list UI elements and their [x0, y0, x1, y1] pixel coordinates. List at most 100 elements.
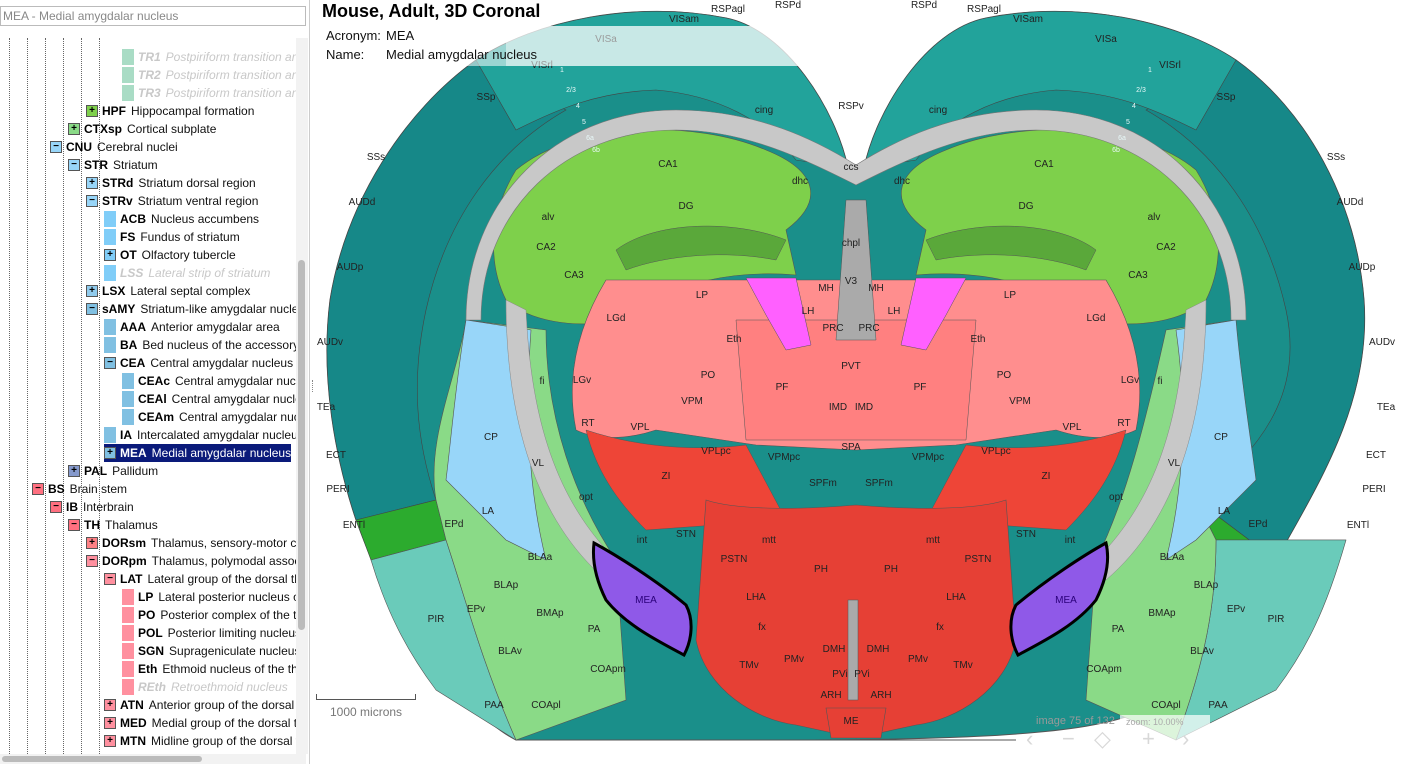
- expand-icon[interactable]: +: [86, 176, 98, 189]
- tree-item-hpf[interactable]: + HPF Hippocampal formation: [86, 102, 254, 120]
- image-count: image 75 of 132: [1036, 715, 1115, 727]
- tree-item-strd[interactable]: + STRd Striatum dorsal region: [86, 174, 256, 192]
- region-label: AUDv: [317, 337, 343, 348]
- mea-right-highlight[interactable]: [1009, 540, 1110, 658]
- tree-item-cea[interactable]: − CEA Central amygdalar nucleus: [104, 354, 293, 372]
- region-label: CA2: [536, 242, 556, 253]
- collapse-icon[interactable]: −: [50, 140, 62, 153]
- tree-item-atn[interactable]: + ATN Anterior group of the dorsal thalamu…: [104, 696, 296, 714]
- tree-item-samy[interactable]: − sAMY Striatum-like amygdalar nuclei: [86, 300, 296, 318]
- tree-item-dorpm[interactable]: −DORpm Thalamus, polymodal association co…: [86, 552, 296, 570]
- tree-item-abbr: TR3: [138, 86, 161, 100]
- collapse-icon[interactable]: −: [50, 500, 62, 513]
- expand-icon[interactable]: +: [104, 734, 116, 747]
- tree-horizontal-scrollbar[interactable]: [0, 754, 306, 764]
- region-label: SPFm: [865, 478, 893, 489]
- tree-vertical-scrollbar[interactable]: [296, 38, 308, 754]
- tree-guide-line: [99, 38, 100, 754]
- tree-item-name: Bed nucleus of the accessory olfactory t…: [142, 338, 296, 352]
- tree-item-sgn[interactable]: SGN Suprageniculate nucleus: [122, 642, 296, 660]
- collapse-icon[interactable]: −: [104, 572, 116, 585]
- tree-item-th[interactable]: − TH Thalamus: [68, 516, 158, 534]
- tree-item-ot[interactable]: + OT Olfactory tubercle: [104, 246, 236, 264]
- tree-item-eth[interactable]: Eth Ethmoid nucleus of the thalamus: [122, 660, 296, 678]
- tree-item-lat[interactable]: −LAT Lateral group of the dorsal thalamus: [104, 570, 296, 588]
- mea-left-highlight[interactable]: [592, 540, 693, 658]
- chevron-right-icon[interactable]: ›: [1182, 726, 1190, 751]
- tree-hscrollbar-thumb[interactable]: [2, 756, 202, 762]
- tree-item-name: Ethmoid nucleus of the thalamus: [162, 662, 296, 676]
- tree-item-po[interactable]: PO Posterior complex of the thalamus: [122, 606, 296, 624]
- panel-splitter-handle[interactable]: [312, 380, 315, 392]
- collapse-icon[interactable]: −: [104, 356, 116, 369]
- expand-icon[interactable]: +: [68, 464, 80, 477]
- region-label: CA1: [1034, 159, 1054, 170]
- cortical-layer-label: 5: [582, 119, 586, 126]
- region-label: LP: [696, 290, 709, 301]
- collapse-icon[interactable]: −: [32, 482, 44, 495]
- tree-item-tr3[interactable]: TR3 Postpiriform transition area: [122, 84, 296, 102]
- tree-item-fs[interactable]: FS Fundus of striatum: [104, 228, 240, 246]
- zoom-out-icon[interactable]: −: [1062, 726, 1075, 751]
- region-label: VPMpc: [768, 452, 800, 463]
- tree-item-ba[interactable]: BA Bed nucleus of the accessory olfactory…: [104, 336, 296, 354]
- collapse-icon[interactable]: −: [68, 158, 80, 171]
- atlas-viewer[interactable]: SSp SSp SSs SSs AUDd AUDd AUDp AUDp AUDv AUDv TEa T…: [316, 0, 1401, 764]
- tree-item-ctxsp[interactable]: + CTXsp Cortical subplate: [68, 120, 216, 138]
- expand-icon[interactable]: +: [104, 446, 116, 459]
- color-swatch-icon: [104, 210, 116, 227]
- tree-item-pal[interactable]: + PAL Pallidum: [68, 462, 158, 480]
- expand-icon[interactable]: +: [104, 698, 116, 711]
- region-label: STN: [676, 529, 696, 540]
- expand-icon[interactable]: +: [86, 104, 98, 117]
- region-label: PSTN: [721, 554, 748, 565]
- expand-icon[interactable]: +: [68, 122, 80, 135]
- tree-item-aaa[interactable]: AAA Anterior amygdalar area: [104, 318, 280, 336]
- tree-guide-line: [27, 38, 28, 754]
- tree-item-lp[interactable]: LP Lateral posterior nucleus of the thala…: [122, 588, 296, 606]
- acronym-value: MEA: [386, 28, 415, 43]
- region-label: PRC: [858, 323, 879, 334]
- tree-item-reth[interactable]: REth Retroethmoid nucleus: [122, 678, 288, 696]
- cortical-layer-label: 4: [1132, 103, 1136, 110]
- brain-section-image[interactable]: SSp SSp SSs SSs AUDd AUDd AUDp AUDp AUDv AUDv TEa T…: [316, 0, 1401, 764]
- tree-item-ceal[interactable]: CEAl Central amygdalar nucleus, lateral p…: [122, 390, 296, 408]
- tree-item-name: Thalamus: [105, 518, 158, 532]
- zoom-in-icon[interactable]: +: [1142, 726, 1155, 751]
- tree-item-tr2[interactable]: TR2 Postpiriform transition area: [122, 66, 296, 84]
- expand-icon[interactable]: +: [104, 248, 116, 261]
- tree-item-ceac[interactable]: CEAc Central amygdalar nucleus, capsular …: [122, 372, 296, 390]
- expand-icon[interactable]: +: [104, 716, 116, 729]
- tree-item-cnu[interactable]: − CNU Cerebral nuclei: [50, 138, 178, 156]
- collapse-icon[interactable]: −: [86, 194, 98, 207]
- fullscreen-icon[interactable]: ◇: [1094, 726, 1111, 751]
- tree-item-tr1[interactable]: TR1 Postpiriform transition area: [122, 48, 296, 66]
- tree-item-bs[interactable]: − BS Brain stem: [32, 480, 127, 498]
- expand-icon[interactable]: +: [86, 536, 98, 549]
- tree-item-str[interactable]: − STR Striatum: [68, 156, 158, 174]
- tree-item-lss[interactable]: LSS Lateral strip of striatum: [104, 264, 270, 282]
- chevron-left-icon[interactable]: ‹: [1026, 726, 1034, 751]
- collapse-icon[interactable]: −: [68, 518, 80, 531]
- cortical-layer-label: 1: [560, 67, 564, 74]
- region-label: SSp: [1217, 92, 1236, 103]
- structure-search-input[interactable]: [0, 6, 306, 26]
- tree-item-dorsm[interactable]: + DORsm Thalamus, sensory-motor cortex rel…: [86, 534, 296, 552]
- tree-item-mea[interactable]: + MEA Medial amygdalar nucleus: [104, 444, 292, 462]
- tree-item-strv[interactable]: − STRv Striatum ventral region: [86, 192, 258, 210]
- region-label: RT: [581, 418, 594, 429]
- tree-item-ib[interactable]: − IB Interbrain: [50, 498, 134, 516]
- collapse-icon[interactable]: −: [86, 554, 98, 567]
- expand-icon[interactable]: +: [86, 284, 98, 297]
- tree-item-pol[interactable]: POL Posterior limiting nucleus of the tha…: [122, 624, 296, 642]
- tree-item-acb[interactable]: ACB Nucleus accumbens: [104, 210, 259, 228]
- tree-item-ia[interactable]: IA Intercalated amygdalar nucleus: [104, 426, 296, 444]
- tree-scrollbar-thumb[interactable]: [298, 260, 305, 630]
- tree-item-lsx[interactable]: + LSX Lateral septal complex: [86, 282, 250, 300]
- tree-item-name: Intercalated amygdalar nucleus: [137, 428, 296, 442]
- tree-item-mtn[interactable]: + MTN Midline group of the dorsal thalamus: [104, 732, 296, 750]
- tree-item-med[interactable]: + MED Medial group of the dorsal thalamus: [104, 714, 296, 732]
- collapse-icon[interactable]: −: [86, 302, 98, 315]
- region-label: CA1: [658, 159, 678, 170]
- tree-item-ceam[interactable]: CEAm Central amygdalar nucleus, medial pa…: [122, 408, 296, 426]
